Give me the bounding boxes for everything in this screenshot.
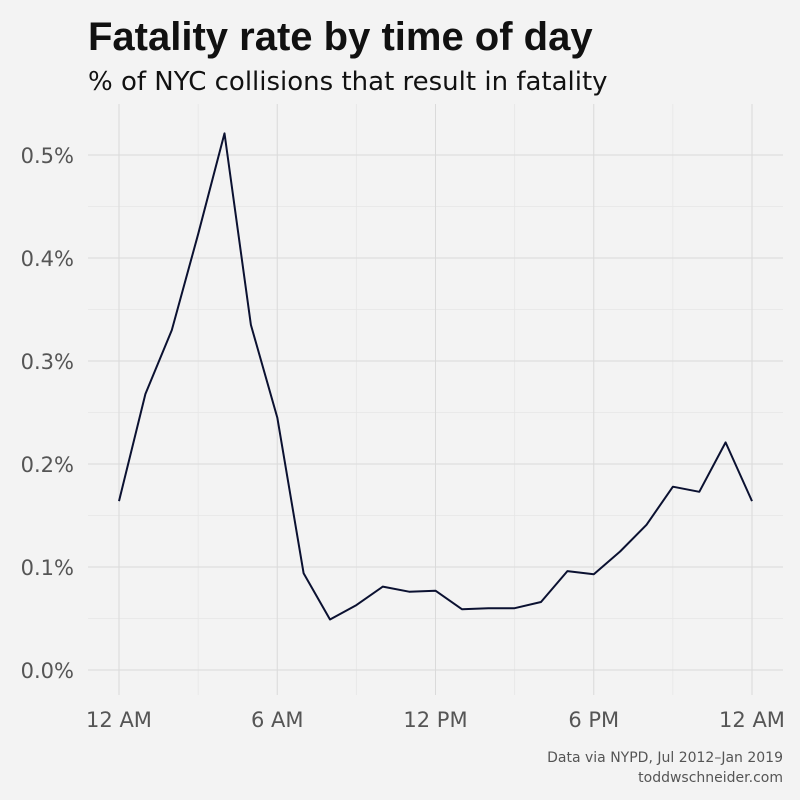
x-tick-label: 6 PM [568,708,619,732]
chart-title: Fatality rate by time of day [88,15,593,59]
y-tick-label: 0.5% [21,144,74,168]
y-tick-label: 0.0% [21,659,74,683]
y-tick-label: 0.4% [21,247,74,271]
caption-site: toddwschneider.com [638,770,783,786]
chart-subtitle: % of NYC collisions that result in fatal… [88,67,608,97]
y-axis-ticks: 0.0% 0.1% 0.2% 0.3% 0.4% 0.5% [21,144,74,683]
grid-layer [88,104,783,695]
x-axis-ticks: 12 AM 6 AM 12 PM 6 PM 12 AM [86,708,785,732]
x-tick-label: 12 AM [719,708,785,732]
x-tick-label: 12 AM [86,708,152,732]
y-tick-label: 0.1% [21,556,74,580]
caption-source: Data via NYPD, Jul 2012–Jan 2019 [547,750,783,766]
y-tick-label: 0.3% [21,350,74,374]
series-line [118,132,753,621]
x-tick-label: 12 PM [403,708,467,732]
x-tick-label: 6 AM [251,708,304,732]
series-layer [118,132,753,621]
y-tick-label: 0.2% [21,453,74,477]
